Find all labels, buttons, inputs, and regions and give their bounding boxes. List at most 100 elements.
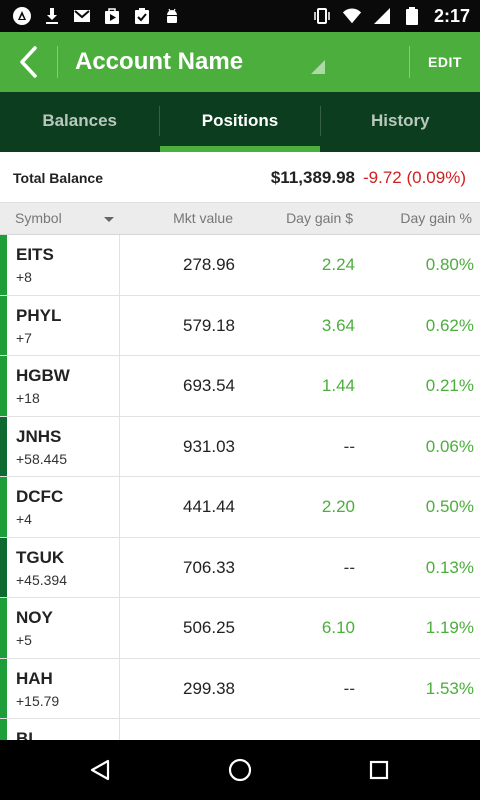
position-mkt-value: 579.18 xyxy=(183,315,235,335)
status-bar: 2:17 xyxy=(0,0,480,32)
tab-positions[interactable]: Positions xyxy=(160,92,320,152)
play-store-icon xyxy=(102,6,122,26)
column-header-day-gain-dollar[interactable]: Day gain $ xyxy=(286,210,353,226)
table-row[interactable]: NOY +5 506.25 6.10 1.19% xyxy=(0,598,480,659)
position-symbol: DCFC xyxy=(16,487,64,506)
row-indicator-bar xyxy=(0,658,7,718)
tab-divider xyxy=(319,106,321,136)
positions-list[interactable]: EITS +8 278.96 2.24 0.80% PHYL +7 579.18… xyxy=(0,235,480,740)
nav-home-button[interactable] xyxy=(210,740,270,800)
table-row[interactable]: BL xyxy=(0,719,480,740)
table-row[interactable]: JNHS +58.445 931.03 -- 0.06% xyxy=(0,416,480,477)
signal-icon xyxy=(372,6,392,26)
position-day-gain-dollar: 1.44 xyxy=(321,376,355,395)
edit-button[interactable]: EDIT xyxy=(428,54,462,70)
row-indicator-bar xyxy=(0,416,7,476)
position-day-gain-pct: 0.13% xyxy=(425,557,474,577)
android-icon xyxy=(162,6,182,26)
account-selector[interactable]: Account Name xyxy=(75,48,244,75)
position-symbol: HAH xyxy=(16,668,53,688)
position-symbol: JNHS xyxy=(16,426,62,446)
home-circle-icon xyxy=(228,758,252,782)
table-row[interactable]: DCFC +4 441.44 2.20 0.50% xyxy=(0,477,480,538)
app-bar: Account Name EDIT xyxy=(0,32,480,92)
appbar-divider xyxy=(57,46,58,78)
download-icon xyxy=(42,6,62,26)
position-day-gain-dollar: 2.20 xyxy=(321,497,355,516)
row-indicator-bar xyxy=(0,598,7,658)
row-indicator-bar xyxy=(0,719,7,740)
wifi-icon xyxy=(342,6,362,26)
position-mkt-value: 441.44 xyxy=(183,497,235,516)
back-button[interactable] xyxy=(0,32,56,92)
position-day-gain-pct: 0.62% xyxy=(425,315,474,335)
gmail-icon xyxy=(72,6,92,26)
position-symbol: EITS xyxy=(16,245,54,264)
clock: 2:17 xyxy=(433,6,470,26)
total-balance-change: -9.72 (0.09%) xyxy=(363,168,466,187)
checklist-icon xyxy=(132,6,152,26)
tab-divider xyxy=(159,106,161,136)
position-symbol: TGUK xyxy=(16,547,65,567)
position-day-gain-pct: 0.80% xyxy=(425,255,474,274)
table-row[interactable]: EITS +8 278.96 2.24 0.80% xyxy=(0,235,480,296)
system-nav-bar xyxy=(0,740,480,800)
position-day-gain-dollar: -- xyxy=(343,557,355,577)
tab-bar: Balances Positions History xyxy=(0,92,480,152)
table-row[interactable]: HAH +15.79 299.38 -- 1.53% xyxy=(0,658,480,719)
row-indicator-bar xyxy=(0,235,7,295)
position-mkt-value: 278.96 xyxy=(183,255,235,274)
position-quantity: +58.445 xyxy=(16,450,67,467)
column-header-day-gain-pct[interactable]: Day gain % xyxy=(400,210,472,226)
position-quantity: +7 xyxy=(16,329,32,346)
position-symbol: HGBW xyxy=(16,366,70,385)
position-day-gain-pct: 0.50% xyxy=(425,497,474,516)
row-indicator-bar xyxy=(0,295,7,355)
column-header-row: Symbol Mkt value Day gain $ Day gain % xyxy=(0,203,480,235)
table-row[interactable]: HGBW +18 693.54 1.44 0.21% xyxy=(0,356,480,417)
row-indicator-bar xyxy=(0,477,7,537)
dropdown-indicator-icon[interactable] xyxy=(311,60,325,74)
battery-icon xyxy=(402,6,422,26)
nav-back-button[interactable] xyxy=(70,740,130,800)
position-day-gain-pct: 1.53% xyxy=(425,678,474,698)
position-symbol: BL xyxy=(16,729,39,740)
position-day-gain-dollar: -- xyxy=(343,436,355,456)
table-row[interactable]: TGUK +45.394 706.33 -- 0.13% xyxy=(0,537,480,598)
appbar-divider xyxy=(409,46,410,78)
vibrate-icon xyxy=(312,6,332,26)
position-quantity: +45.394 xyxy=(16,571,67,588)
row-indicator-bar xyxy=(0,356,7,416)
position-day-gain-pct: 1.19% xyxy=(425,618,474,637)
total-balance-label: Total Balance xyxy=(13,170,103,186)
row-indicator-bar xyxy=(0,537,7,597)
column-header-mkt-value[interactable]: Mkt value xyxy=(173,210,233,226)
sort-dropdown-icon[interactable] xyxy=(104,217,114,222)
position-day-gain-pct: 0.06% xyxy=(425,436,474,456)
chevron-left-icon xyxy=(20,46,37,78)
position-quantity: +15.79 xyxy=(16,692,60,709)
position-day-gain-dollar: 6.10 xyxy=(321,618,355,637)
nav-recents-button[interactable] xyxy=(349,740,409,800)
tab-balances[interactable]: Balances xyxy=(42,111,117,130)
tab-history[interactable]: History xyxy=(371,111,430,130)
back-triangle-icon xyxy=(90,759,110,781)
position-day-gain-dollar: 2.24 xyxy=(321,255,355,274)
position-quantity: +18 xyxy=(16,390,40,406)
recents-square-icon xyxy=(369,760,389,780)
column-header-symbol[interactable]: Symbol xyxy=(15,210,62,226)
total-balance-row: Total Balance $11,389.98 -9.72 (0.09%) xyxy=(0,152,480,203)
position-day-gain-dollar: -- xyxy=(343,678,355,698)
position-mkt-value: 299.38 xyxy=(183,678,235,698)
position-symbol: NOY xyxy=(16,608,53,627)
position-quantity: +4 xyxy=(16,511,32,527)
table-row[interactable]: PHYL +7 579.18 3.64 0.62% xyxy=(0,295,480,356)
total-balance-value: $11,389.98 xyxy=(270,168,355,187)
position-mkt-value: 706.33 xyxy=(183,557,235,577)
position-quantity: +5 xyxy=(16,632,32,648)
position-mkt-value: 931.03 xyxy=(183,436,235,456)
position-day-gain-pct: 0.21% xyxy=(425,376,474,395)
position-day-gain-dollar: 3.64 xyxy=(321,315,355,335)
position-mkt-value: 693.54 xyxy=(183,376,235,395)
position-mkt-value: 506.25 xyxy=(183,618,235,637)
